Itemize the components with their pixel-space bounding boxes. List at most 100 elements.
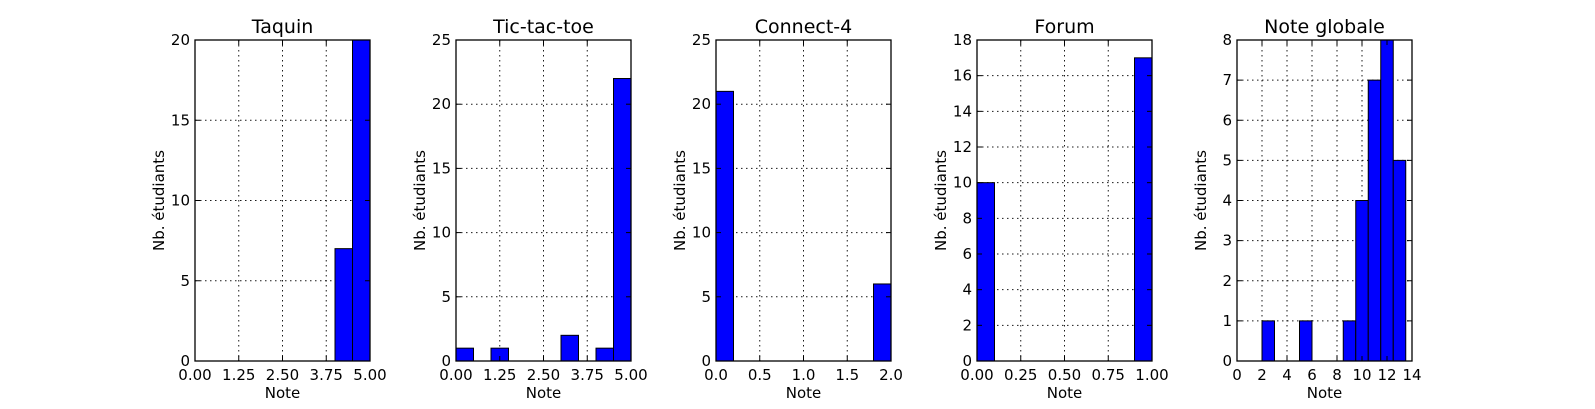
x-tick-label: 1.00 [1135, 366, 1168, 384]
x-tick-label: 5.00 [353, 366, 386, 384]
x-tick-label: 0.25 [1004, 366, 1037, 384]
x-tick-label: 5.00 [614, 366, 647, 384]
x-tick-label: 0 [1232, 366, 1242, 384]
histogram-bar [455, 347, 474, 362]
y-tick-label: 15 [432, 159, 451, 177]
y-tick-label: 4 [1222, 192, 1232, 210]
histogram-bar [1342, 320, 1357, 362]
y-tick-label: 0 [701, 352, 711, 370]
y-tick-label: 20 [171, 31, 190, 49]
x-tick-label: 0.5 [748, 366, 772, 384]
x-tick-label: 3.75 [310, 366, 343, 384]
x-axis-label: Note [526, 384, 562, 402]
x-tick-label: 2.50 [266, 366, 299, 384]
subplot-3: 0.0 0.5 1.0 1.5 2.0 0 5 10 15 20 25 Connect-4 Note Nb… [671, 16, 903, 402]
x-axis-label: Note [265, 384, 301, 402]
y-axis-label: Nb. étudiants [150, 150, 168, 251]
x-tick-label: 2 [1257, 366, 1267, 384]
y-tick-label: 3 [1222, 232, 1232, 250]
y-tick-label: 16 [953, 67, 972, 85]
y-tick-label: 4 [962, 281, 972, 299]
y-tick-label: 8 [1222, 31, 1232, 49]
y-axis-label: Nb. étudiants [932, 150, 950, 251]
y-tick-label: 15 [692, 159, 711, 177]
x-axis-label: Note [786, 384, 822, 402]
x-tick-label: 4 [1282, 366, 1292, 384]
y-tick-label: 6 [962, 245, 972, 263]
y-tick-label: 2 [962, 316, 972, 334]
histogram-bar [1299, 320, 1313, 362]
x-tick-label: 2.0 [879, 366, 903, 384]
x-tick-label: 0.00 [439, 366, 472, 384]
y-tick-label: 25 [692, 31, 711, 49]
x-tick-label: 8 [1332, 366, 1342, 384]
x-axis-label: Note [1047, 384, 1083, 402]
y-tick-label: 15 [171, 111, 190, 129]
x-tick-label: 12 [1377, 366, 1396, 384]
x-tick-label: 2.50 [527, 366, 560, 384]
y-tick-label: 0 [180, 352, 190, 370]
y-tick-label: 18 [953, 31, 972, 49]
histogram-bar [334, 248, 353, 362]
y-tick-label: 10 [692, 224, 711, 242]
histogram-bar [595, 347, 614, 362]
histogram-bar [1380, 39, 1394, 362]
histogram-bar [560, 334, 579, 362]
histogram-bar [976, 182, 995, 362]
subplot-2: 0.00 1.25 2.50 3.75 5.00 0 5 10 15 20 25 Tic-tac-to… [411, 16, 648, 402]
x-tick-label: 0.75 [1092, 366, 1125, 384]
y-tick-label: 5 [180, 272, 190, 290]
histogram-bar [1367, 79, 1382, 362]
histogram-bar [1134, 57, 1153, 362]
x-tick-label: 0.0 [704, 366, 728, 384]
y-tick-label: 2 [1222, 272, 1232, 290]
y-tick-label: 14 [953, 102, 972, 120]
x-tick-label: 1.25 [222, 366, 255, 384]
y-tick-label: 6 [1222, 111, 1232, 129]
y-tick-label: 1 [1222, 312, 1232, 330]
y-tick-label: 5 [441, 288, 451, 306]
x-tick-label: 0.00 [960, 366, 993, 384]
histogram-bar [715, 90, 734, 362]
y-tick-label: 20 [692, 95, 711, 113]
histogram-bar [873, 283, 892, 362]
y-tick-label: 12 [953, 138, 972, 156]
y-tick-label: 25 [432, 31, 451, 49]
y-tick-label: 7 [1222, 71, 1232, 89]
y-tick-label: 5 [701, 288, 711, 306]
x-tick-label: 10 [1352, 366, 1371, 384]
subplot-1: 0.00 1.25 2.50 3.75 5.00 0 5 10 15 20 Taquin Note Nb… [150, 16, 387, 402]
x-tick-label: 6 [1307, 366, 1317, 384]
y-tick-label: 10 [953, 174, 972, 192]
x-axis-label: Note [1307, 384, 1343, 402]
x-tick-label: 0.50 [1048, 366, 1081, 384]
chart-title: Note globale [1264, 16, 1385, 38]
y-axis-label: Nb. étudiants [671, 150, 689, 251]
x-tick-label: 1.5 [835, 366, 859, 384]
chart-title: Forum [1034, 16, 1094, 38]
x-tick-label: 14 [1402, 366, 1421, 384]
y-tick-label: 0 [962, 352, 972, 370]
y-tick-label: 8 [962, 209, 972, 227]
y-tick-label: 5 [1222, 151, 1232, 169]
y-tick-label: 10 [171, 192, 190, 210]
chart-title: Taquin [251, 16, 314, 38]
chart-title: Connect-4 [755, 16, 853, 38]
histogram-bar [1355, 200, 1369, 362]
y-axis-label: Nb. étudiants [1192, 150, 1210, 251]
y-tick-label: 0 [1222, 352, 1232, 370]
histogram-bar [1392, 159, 1407, 362]
x-tick-label: 1.25 [483, 366, 516, 384]
y-axis-label: Nb. étudiants [411, 150, 429, 251]
chart-title: Tic-tac-toe [492, 16, 594, 38]
histogram-bar [1261, 320, 1275, 362]
subplot-4: 0.00 0.25 0.50 0.75 1.00 0 2 4 6 8 10 12 14 16 18 Forum… [932, 16, 1169, 402]
y-tick-label: 20 [432, 95, 451, 113]
x-tick-label: 3.75 [571, 366, 604, 384]
x-tick-label: 1.0 [792, 366, 816, 384]
y-tick-label: 0 [441, 352, 451, 370]
y-tick-label: 10 [432, 224, 451, 242]
x-tick-label: 0.00 [178, 366, 211, 384]
histogram-bar [613, 78, 632, 362]
